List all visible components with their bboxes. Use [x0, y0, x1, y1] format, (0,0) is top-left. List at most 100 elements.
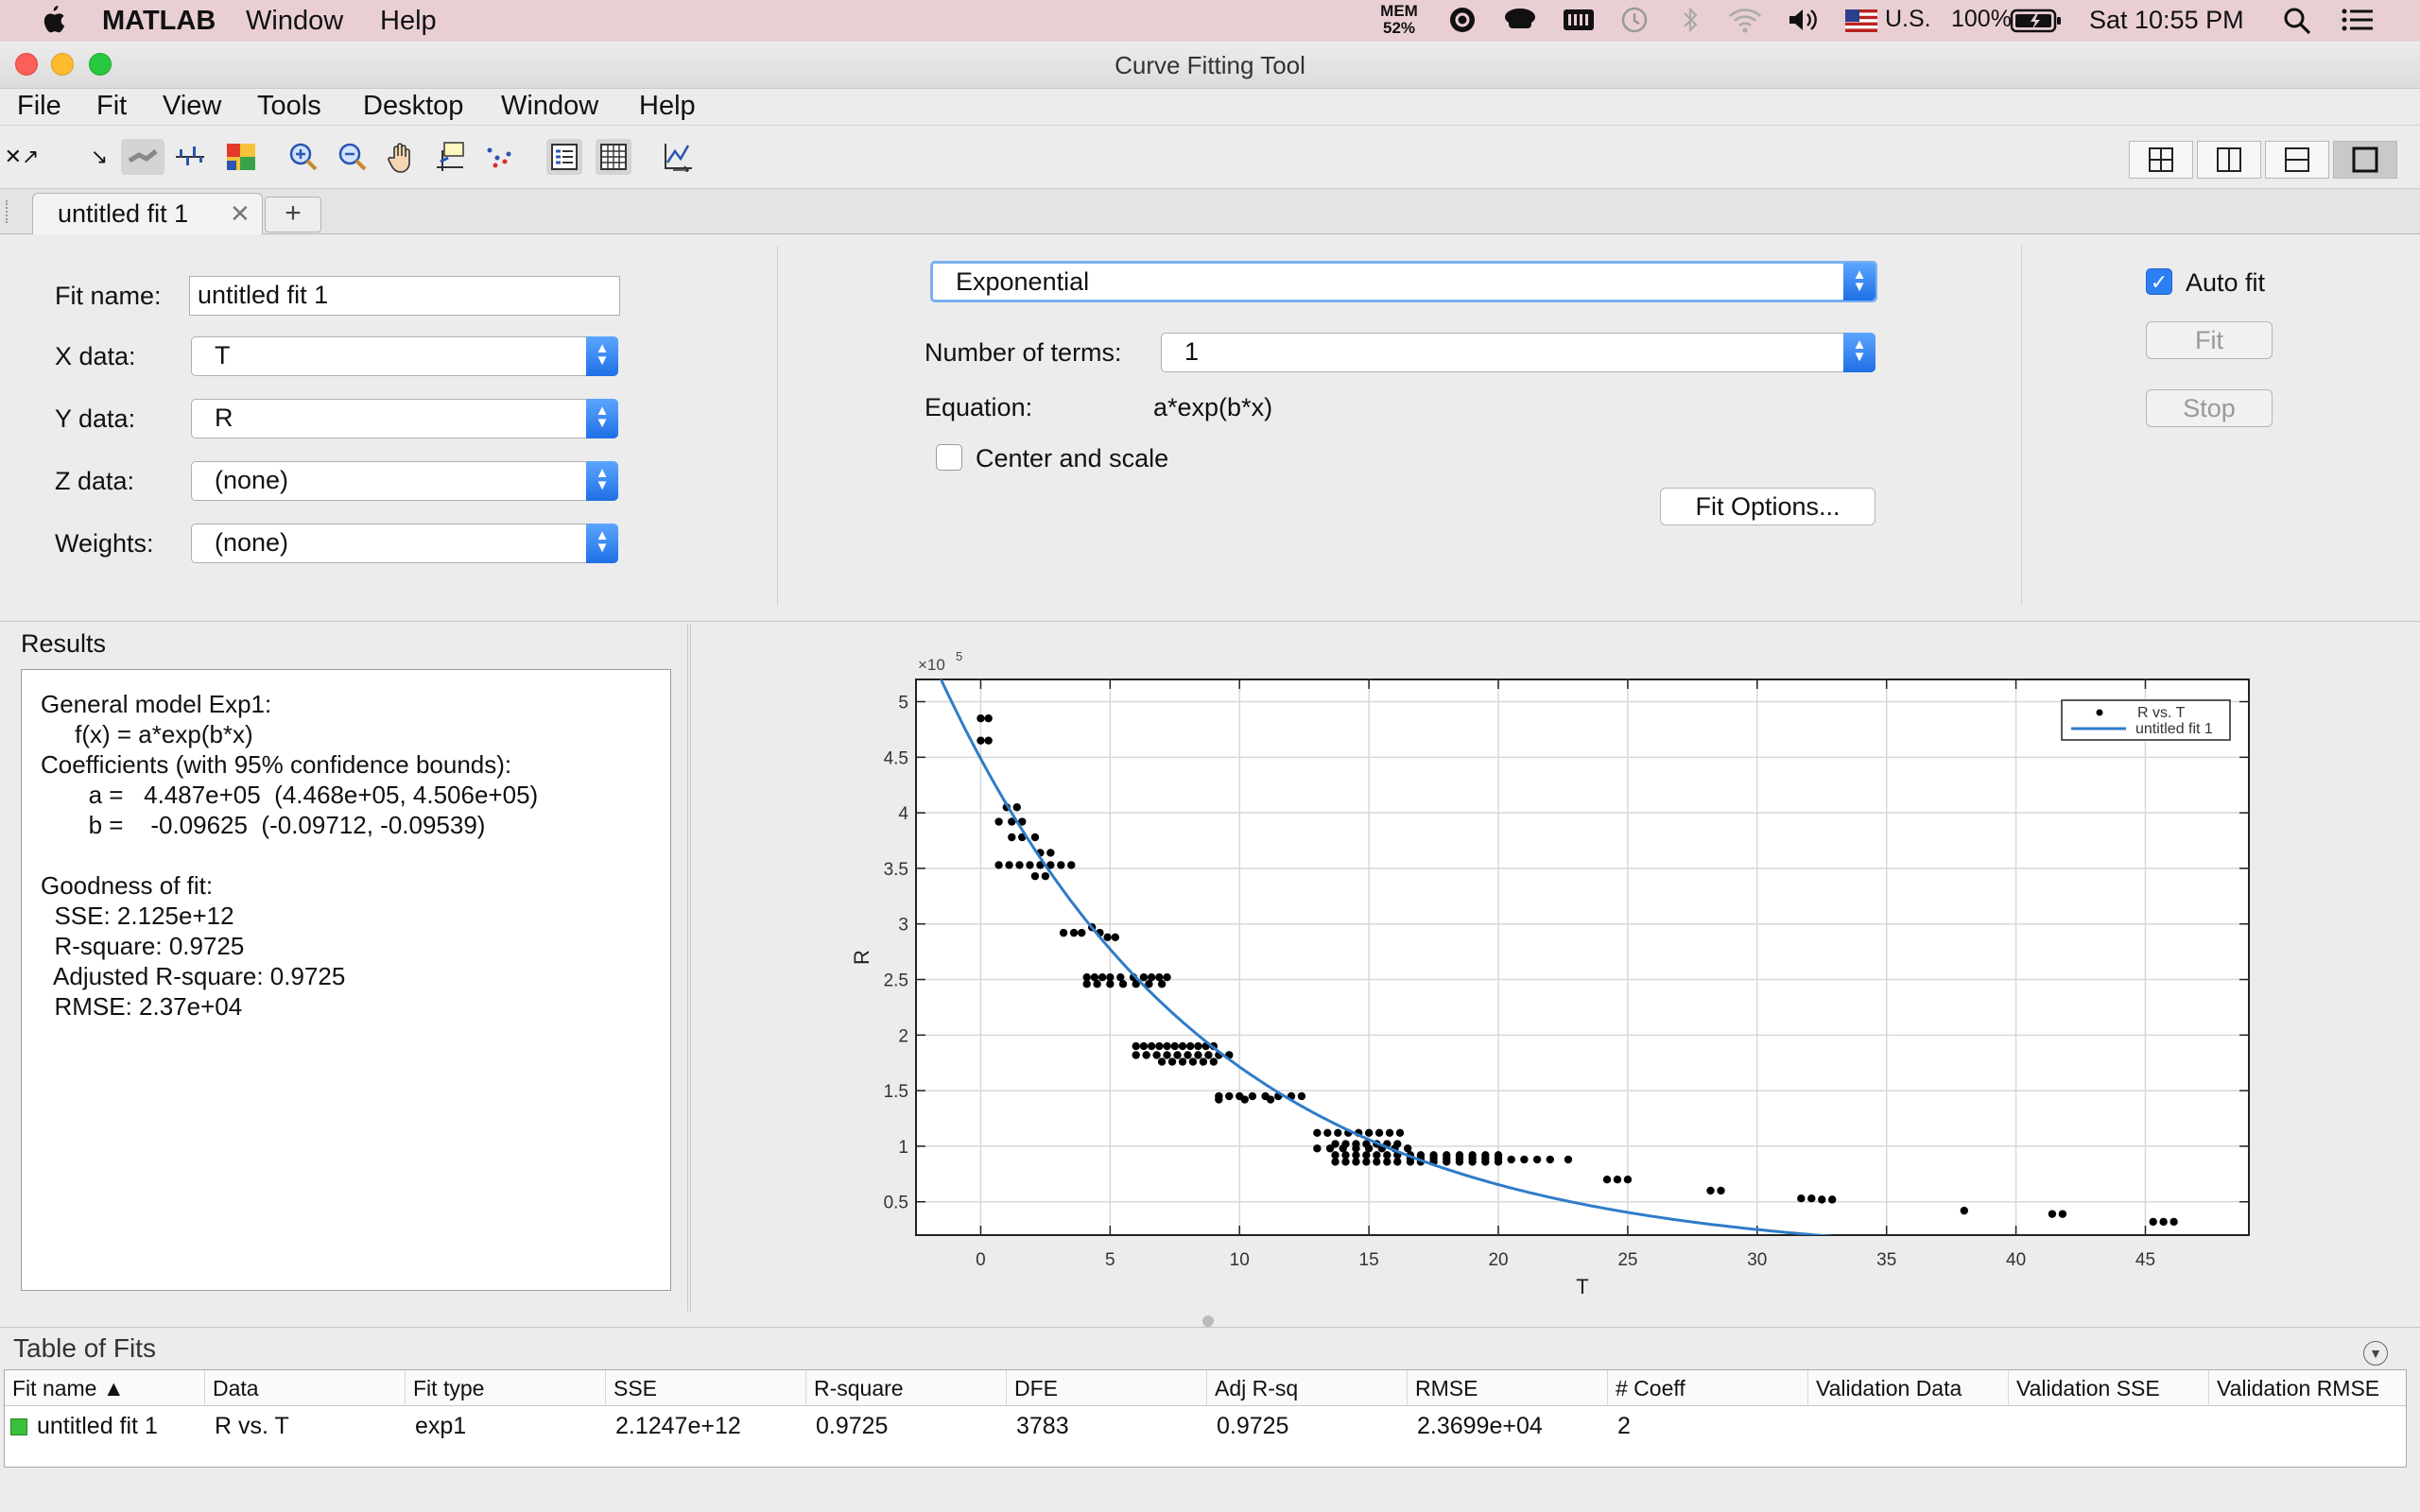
fit-options-button[interactable]: Fit Options... — [1660, 488, 1876, 525]
results-text[interactable]: General model Exp1: f(x) = a*exp(b*x) Co… — [21, 669, 671, 1291]
input-source-label[interactable]: U.S. — [1885, 6, 1931, 32]
fit-button[interactable]: Fit — [2146, 321, 2273, 359]
menu-desktop[interactable]: Desktop — [363, 91, 464, 121]
menu-view[interactable]: View — [163, 91, 222, 121]
close-tab-icon[interactable]: ✕ — [230, 199, 251, 228]
layout-grid-button[interactable] — [2129, 141, 2193, 179]
fit-name-label: Fit name: — [55, 282, 162, 310]
battery-icon[interactable] — [2010, 8, 2063, 41]
z-data-select[interactable]: (none) ▲ ▼ — [191, 461, 618, 501]
grid-toggle-icon[interactable] — [596, 139, 631, 175]
cell-sse: 2.1247e+12 — [615, 1413, 741, 1439]
close-window-button[interactable] — [15, 53, 38, 76]
data-point — [994, 817, 1003, 826]
spotlight-icon[interactable] — [2282, 6, 2312, 43]
brush-data-icon[interactable] — [482, 139, 518, 175]
zoom-out-icon[interactable] — [335, 139, 371, 175]
undock-icon[interactable]: ✕↗ — [4, 145, 40, 168]
minimize-window-button[interactable] — [51, 53, 74, 76]
fit-name-input[interactable]: untitled fit 1 — [189, 276, 620, 316]
bluetooth-icon[interactable] — [1681, 6, 1702, 41]
time-machine-icon[interactable] — [1618, 6, 1651, 41]
menu-help[interactable]: Help — [380, 6, 437, 36]
auto-fit-checkbox[interactable]: ✓ — [2146, 268, 2172, 295]
column-header-validation-rmse[interactable]: Validation RMSE — [2209, 1370, 2406, 1406]
weights-select[interactable]: (none) ▲ ▼ — [191, 524, 618, 563]
menu-help[interactable]: Help — [639, 91, 696, 121]
pan-hand-icon[interactable] — [384, 139, 420, 175]
exclude-by-rule-icon[interactable] — [121, 139, 164, 175]
tray-icon-a[interactable] — [1448, 6, 1477, 41]
column-header-sse[interactable]: SSE — [606, 1370, 806, 1406]
y-data-select[interactable]: R ▲ ▼ — [191, 399, 618, 438]
wifi-icon[interactable] — [1726, 6, 1764, 41]
tray-icon-cup[interactable] — [1503, 6, 1537, 41]
data-point — [1323, 1128, 1332, 1138]
fit-type-select[interactable]: Exponential ▲ ▼ — [930, 261, 1877, 302]
results-panel: Results General model Exp1: f(x) = a*exp… — [0, 624, 688, 1312]
menu-window[interactable]: Window — [501, 91, 599, 121]
data-point — [1507, 1155, 1515, 1164]
x-tick-label: 40 — [2006, 1250, 2026, 1270]
data-point — [1331, 1140, 1340, 1148]
x-data-select[interactable]: T ▲ ▼ — [191, 336, 618, 376]
us-flag-icon[interactable] — [1845, 9, 1877, 39]
memory-chip-icon[interactable] — [1562, 6, 1596, 41]
fit-plot[interactable]: 0 5 10 15 20 25 30 35 40 45 0.5 1 1.5 2 2.5 3 3.5 4 4.5 5 T R… — [691, 624, 2420, 1312]
data-point — [1373, 1158, 1381, 1166]
data-point — [1352, 1151, 1360, 1160]
axes-limits-icon[interactable] — [660, 139, 696, 175]
tab-untitled-fit-1[interactable]: untitled fit 1 ✕ — [32, 193, 263, 234]
data-point — [1204, 1051, 1213, 1059]
exclude-outliers-icon[interactable]: ↘ — [90, 145, 109, 168]
y-tick-label: 4.5 — [884, 748, 908, 768]
residuals-plot-icon[interactable] — [172, 139, 208, 175]
zoom-in-icon[interactable] — [285, 139, 321, 175]
menu-window[interactable]: Window — [246, 6, 344, 36]
y-tick-label: 1.5 — [884, 1082, 908, 1102]
column-header-fit-type[interactable]: Fit type — [406, 1370, 606, 1406]
center-and-scale-checkbox[interactable] — [936, 444, 962, 471]
column-header-validation-sse[interactable]: Validation SSE — [2009, 1370, 2209, 1406]
notification-center-icon[interactable] — [2341, 6, 2375, 41]
column-header-dfe[interactable]: DFE — [1007, 1370, 1207, 1406]
column-header-data[interactable]: Data — [205, 1370, 406, 1406]
volume-icon[interactable] — [1787, 6, 1821, 41]
data-point — [1046, 849, 1055, 857]
column-header-fit-name[interactable]: Fit name ▲ — [5, 1370, 205, 1406]
layout-columns-button[interactable] — [2197, 141, 2261, 179]
apple-icon[interactable] — [38, 4, 66, 36]
data-point — [1188, 1057, 1198, 1066]
collapse-panel-icon[interactable]: ▼ — [2363, 1341, 2388, 1366]
contour-plot-icon[interactable] — [223, 139, 259, 175]
battery-percent[interactable]: 100% — [1951, 6, 2012, 32]
column-header-adj-r-sq[interactable]: Adj R-sq — [1207, 1370, 1408, 1406]
layout-rows-button[interactable] — [2265, 141, 2329, 179]
data-point — [1116, 972, 1125, 982]
table-of-fits-title: Table of Fits — [13, 1333, 156, 1363]
column-header-r-square[interactable]: R-square — [806, 1370, 1007, 1406]
layout-single-button[interactable] — [2333, 141, 2397, 179]
data-point — [977, 736, 985, 745]
data-point — [1613, 1176, 1622, 1184]
table-of-fits[interactable]: Fit name ▲ Data Fit type SSE R-square DF… — [4, 1369, 2407, 1468]
menu-fit[interactable]: Fit — [96, 91, 128, 121]
legend-toggle-icon[interactable] — [546, 139, 582, 175]
memory-indicator[interactable]: MEM 52% — [1373, 3, 1426, 41]
column-header-rmse[interactable]: RMSE — [1408, 1370, 1608, 1406]
clock[interactable]: Sat 10:55 PM — [2089, 6, 2244, 34]
menu-app-matlab[interactable]: MATLAB — [102, 6, 216, 36]
number-of-terms-select[interactable]: 1 ▲ ▼ — [1161, 333, 1876, 372]
add-fit-tab-button[interactable]: + — [265, 197, 321, 232]
stop-button[interactable]: Stop — [2146, 389, 2273, 427]
data-point — [1468, 1154, 1477, 1163]
zoom-window-button[interactable] — [89, 53, 112, 76]
data-point — [1313, 1128, 1322, 1138]
data-cursor-icon[interactable] — [433, 139, 469, 175]
data-point — [1106, 980, 1115, 988]
splitter-handle[interactable] — [1202, 1315, 1214, 1327]
column-header-validation-data[interactable]: Validation Data — [1808, 1370, 2009, 1406]
menu-file[interactable]: File — [17, 91, 61, 121]
column-header-num-coeff[interactable]: # Coeff — [1608, 1370, 1808, 1406]
menu-tools[interactable]: Tools — [257, 91, 321, 121]
